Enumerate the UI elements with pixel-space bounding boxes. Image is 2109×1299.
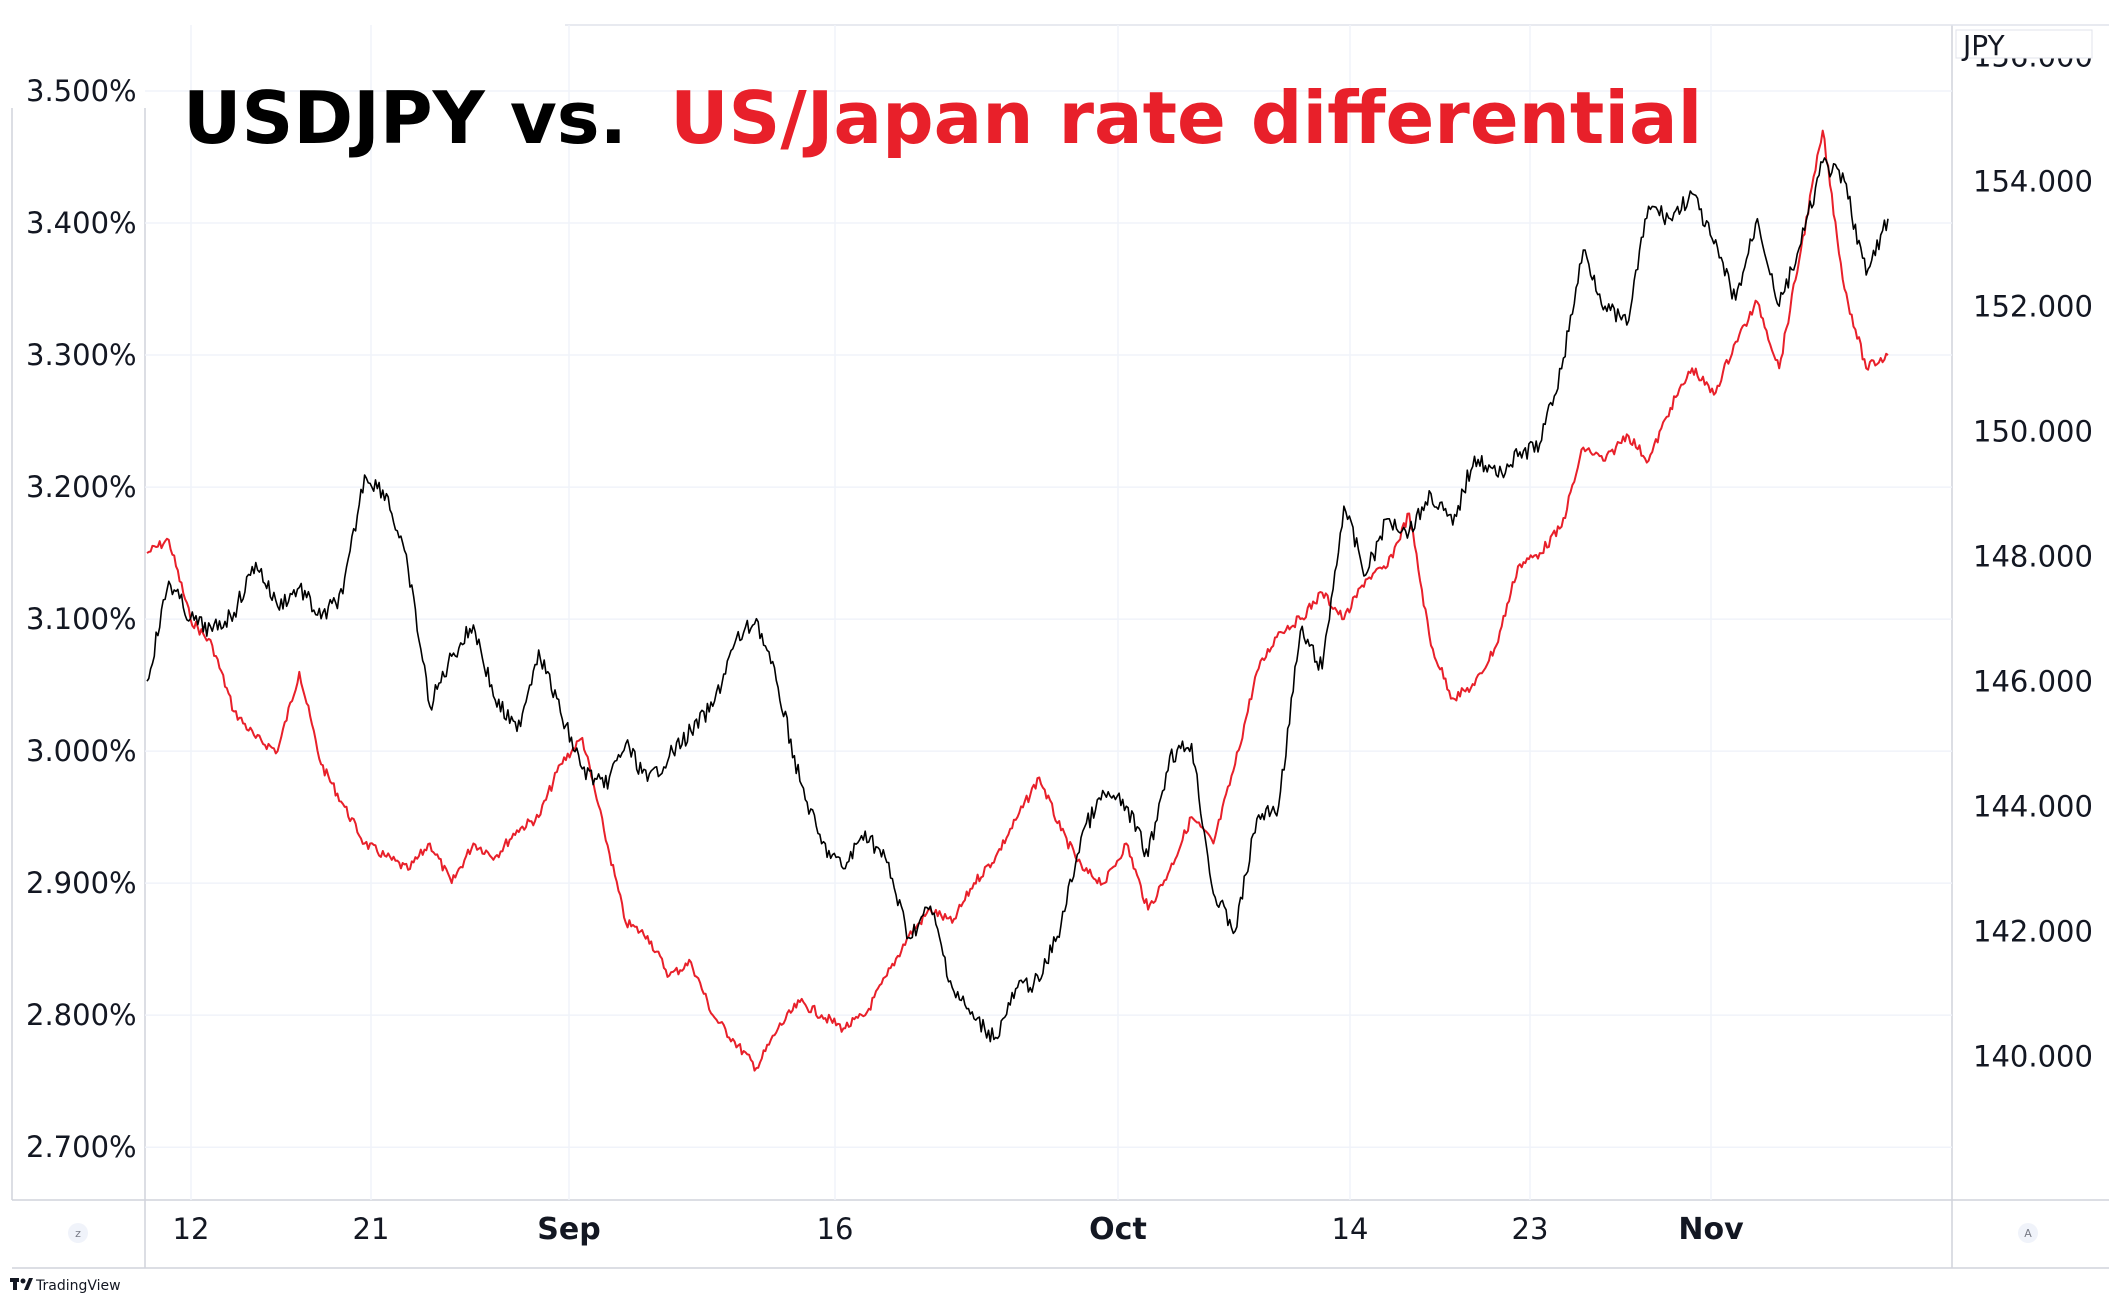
auto-scale-right-text: A <box>2024 1227 2032 1240</box>
right-axis-tick-label: 144.000 <box>1973 789 2093 823</box>
left-axis-tick-label: 3.000% <box>26 734 137 768</box>
time-axis-tick-label: 21 <box>353 1212 390 1246</box>
time-axis-tick-label: 14 <box>1332 1212 1369 1246</box>
title-comparison: US/Japan rate differential <box>670 76 1702 160</box>
left-axis-tick-label: 3.500% <box>26 74 137 108</box>
left-axis-tick-label: 3.300% <box>26 338 137 372</box>
time-axis-tick-label: 12 <box>173 1212 210 1246</box>
left-axis-tick-label: 3.100% <box>26 602 137 636</box>
rate-differential-line <box>146 129 1889 1072</box>
tradingview-logo-icon <box>10 1278 33 1290</box>
right-axis-tick-label: 150.000 <box>1973 414 2093 448</box>
left-axis-tick-label: 3.200% <box>26 470 137 504</box>
time-axis-tick-label: Oct <box>1089 1212 1147 1247</box>
right-price-axis[interactable]: 156.000154.000152.000150.000148.000146.0… <box>1973 39 2093 1073</box>
title-symbol: USDJPY vs. <box>183 76 627 160</box>
tradingview-logo[interactable]: TradingView <box>10 1278 121 1294</box>
left-axis-tick-label: 2.900% <box>26 866 137 900</box>
right-axis-tick-label: 140.000 <box>1973 1039 2093 1073</box>
time-axis-tick-label: 23 <box>1512 1212 1549 1246</box>
time-axis-tick-label: Sep <box>537 1212 600 1247</box>
axis-unit-label: JPY <box>1955 29 2093 62</box>
tradingview-brand-text: TradingView <box>35 1278 121 1294</box>
chart-title: USDJPY vs. US/Japan rate differential <box>183 76 1702 160</box>
axis-unit-text: JPY <box>1961 29 2006 62</box>
left-axis-tick-label: 3.400% <box>26 206 137 240</box>
right-axis-tick-label: 148.000 <box>1973 539 2093 573</box>
time-axis[interactable]: 12 21 Sep 16 Oct 14 23 Nov <box>173 1212 1745 1247</box>
usdjpy-line <box>146 157 1889 1043</box>
right-axis-tick-label: 146.000 <box>1973 664 2093 698</box>
right-axis-tick-label: 142.000 <box>1973 914 2093 948</box>
chart-frame <box>11 24 2109 1269</box>
right-axis-tick-label: 154.000 <box>1973 164 2093 198</box>
left-price-axis[interactable]: 3.500% 3.400% 3.300% 3.200% 3.100% 3.000% 2.90… <box>26 74 137 1164</box>
auto-scale-left-text: z <box>75 1227 81 1240</box>
left-axis-tick-label: 2.800% <box>26 998 137 1032</box>
auto-scale-left-button[interactable]: z <box>68 1223 88 1243</box>
left-axis-tick-label: 2.700% <box>26 1130 137 1164</box>
auto-scale-right-button[interactable]: A <box>2018 1223 2038 1243</box>
time-axis-tick-label: Nov <box>1678 1212 1744 1247</box>
right-axis-tick-label: 152.000 <box>1973 289 2093 323</box>
series-layer <box>146 129 1889 1072</box>
time-axis-tick-label: 16 <box>817 1212 854 1246</box>
grid <box>145 25 1952 1200</box>
